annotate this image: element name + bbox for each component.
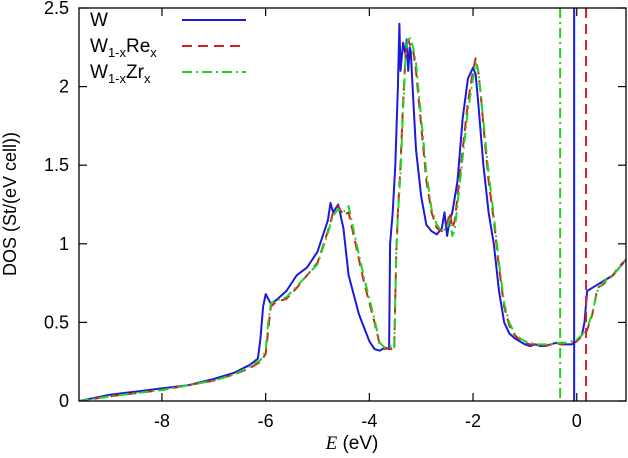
y-tick-label: 1.5 (44, 155, 69, 175)
legend-label-0: W (90, 10, 108, 31)
x-tick-label: 0 (572, 411, 582, 431)
plot-frame (78, 7, 627, 402)
y-tick-label: 2.5 (44, 0, 69, 18)
y-tick-label: 0.5 (44, 312, 69, 332)
series-line-2 (79, 35, 626, 401)
series-layer (79, 22, 626, 401)
y-axis-label: DOS (St/(eV cell)) (0, 132, 20, 276)
y-tick-label: 2 (59, 77, 69, 97)
legend-label-2: W1-xZrx (90, 62, 151, 86)
legend-label-1: W1-xRex (90, 36, 157, 60)
y-tick-label: 0 (59, 391, 69, 411)
x-tick-label: -2 (465, 411, 481, 431)
x-axis-label: E (eV) (325, 433, 379, 454)
x-tick-label: -8 (154, 411, 170, 431)
fermi-level-lines (559, 8, 588, 401)
x-tick-label: -6 (258, 411, 274, 431)
y-tick-label: 1 (59, 234, 69, 254)
axis-ticks: -8 -6 -4 -2 0 0 0.5 1 1.5 2 2.5 (44, 0, 626, 431)
x-tick-label: -4 (361, 411, 377, 431)
